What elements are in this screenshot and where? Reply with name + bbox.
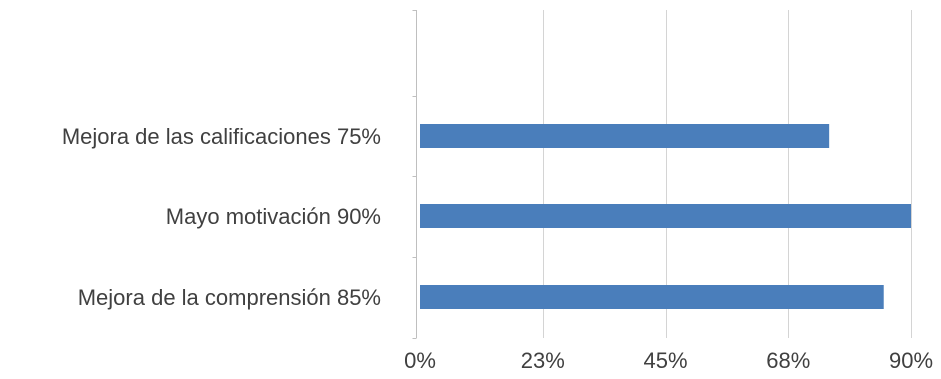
x-tick-label-1: 23% bbox=[521, 348, 565, 373]
bars bbox=[420, 124, 911, 309]
grid-lines bbox=[543, 10, 912, 338]
bar-2 bbox=[420, 285, 884, 309]
x-tick-label-3: 68% bbox=[766, 348, 810, 373]
category-label-0: Mejora de las calificaciones 75% bbox=[62, 124, 381, 149]
category-labels: Mejora de las calificaciones 75% Mayo mot… bbox=[62, 124, 381, 310]
x-tick-label-4: 90% bbox=[889, 348, 933, 373]
x-tick-labels: 0% 23% 45% 68% 90% bbox=[404, 348, 933, 373]
category-label-1: Mayo motivación 90% bbox=[166, 204, 381, 229]
x-tick-label-2: 45% bbox=[643, 348, 687, 373]
x-tick-label-0: 0% bbox=[404, 348, 436, 373]
bar-0 bbox=[420, 124, 830, 148]
category-label-2: Mejora de la comprensión 85% bbox=[78, 285, 381, 310]
bar-1 bbox=[420, 204, 911, 228]
category-axis bbox=[412, 10, 417, 339]
